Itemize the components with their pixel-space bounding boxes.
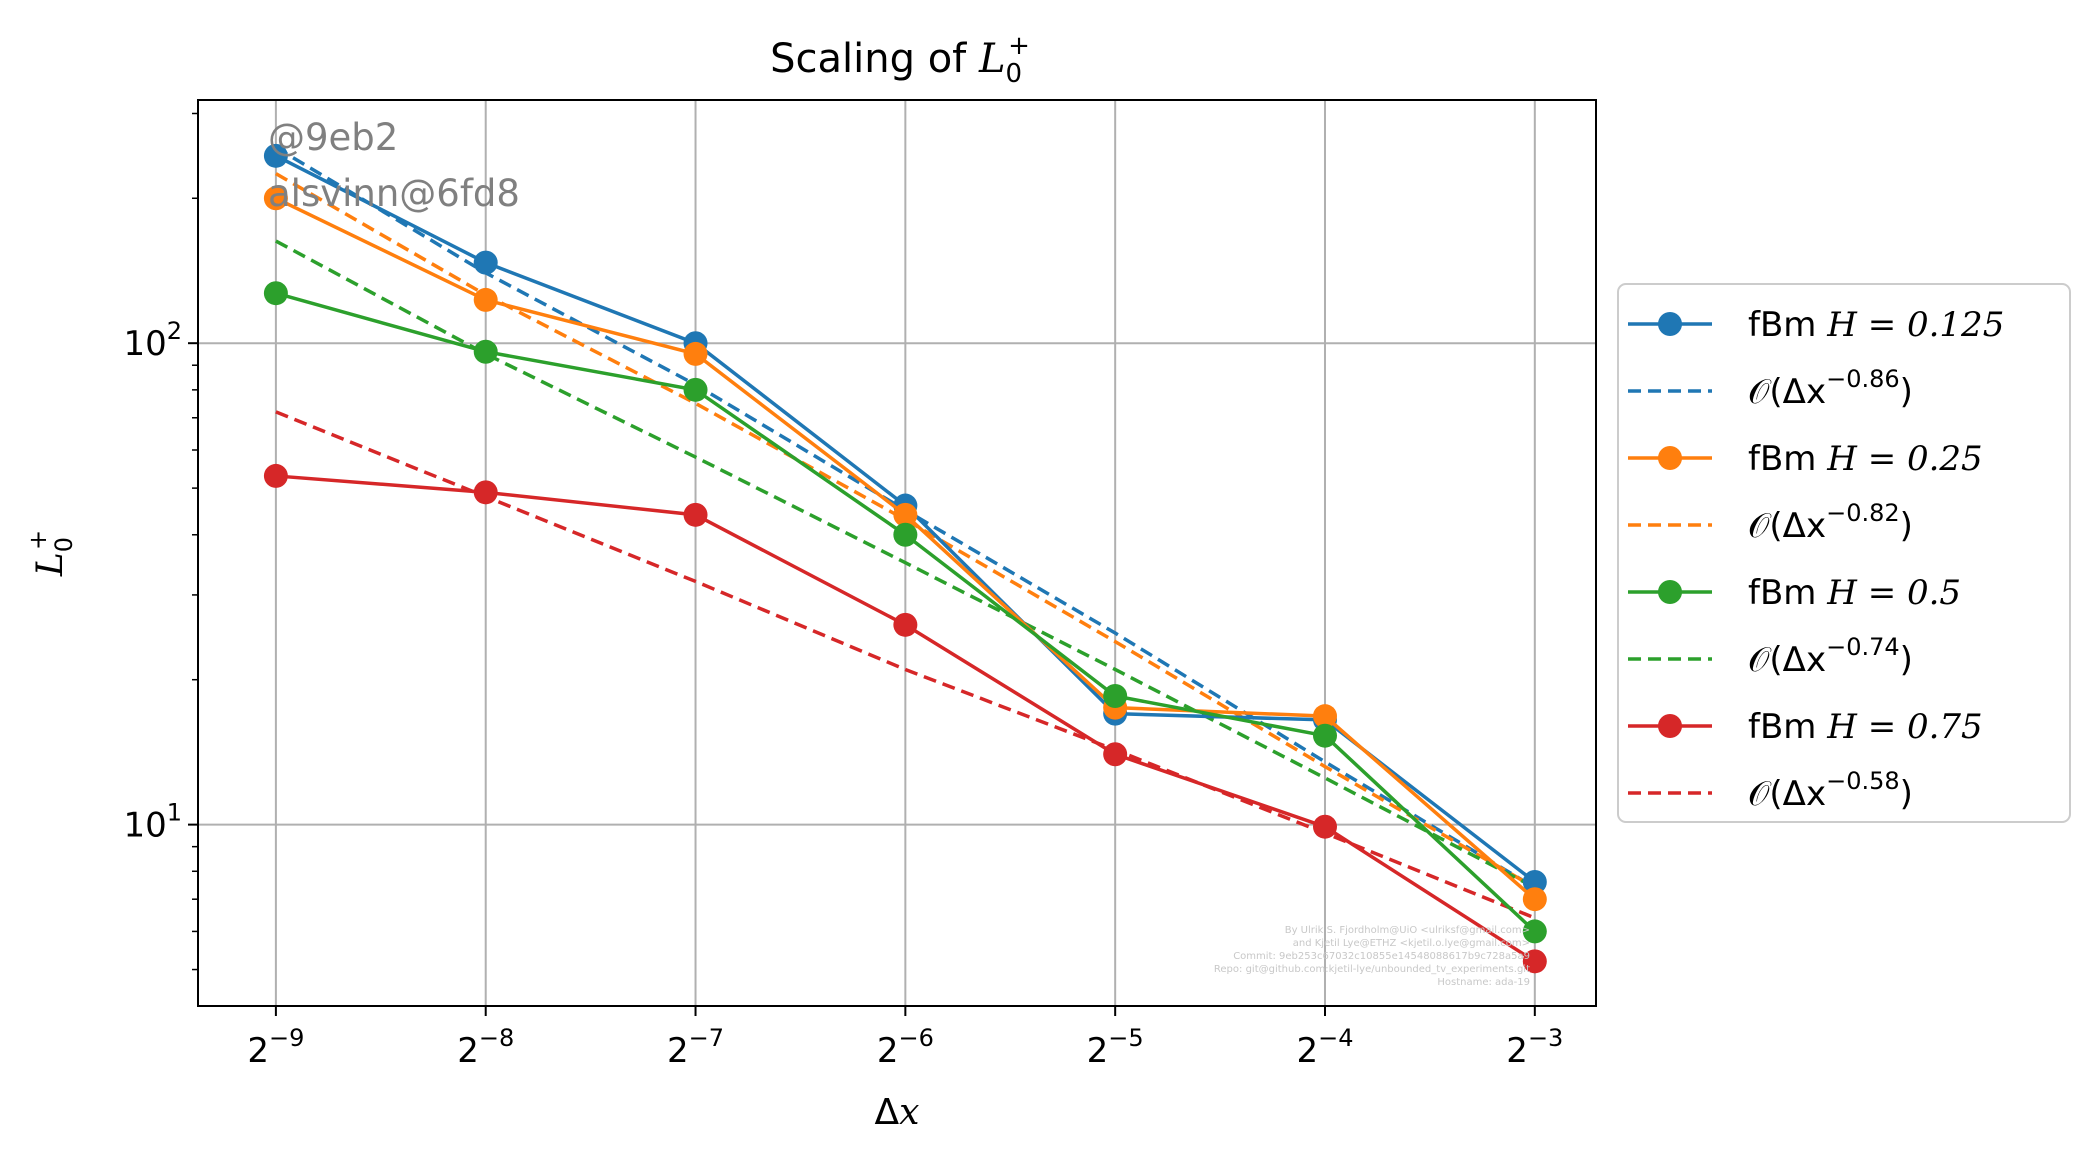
legend-entry: 𝒪(Δx−0.82): [1628, 499, 1913, 546]
legend-entry: 𝒪(Δx−0.86): [1628, 365, 1913, 412]
data-point: [683, 377, 708, 402]
data-point: [263, 463, 288, 488]
legend-entry: fBm H = 0.5: [1628, 573, 1961, 613]
legend-entry: 𝒪(Δx−0.58): [1628, 767, 1913, 814]
legend-fit-label: 𝒪(Δx−0.86): [1748, 365, 1913, 412]
data-point: [473, 480, 498, 505]
data-point: [683, 341, 708, 366]
data-point: [893, 612, 918, 637]
data-point: [1312, 814, 1337, 839]
watermarks: @9eb2 alsvinn@6fd8: [268, 116, 520, 215]
data-lines: [263, 143, 1547, 974]
y-tick-label: 101: [123, 799, 182, 846]
footer-line: Hostname: ada-19: [1437, 977, 1530, 988]
data-point: [1312, 723, 1337, 748]
data-point: [473, 339, 498, 364]
legend: fBm H = 0.125 𝒪(Δx−0.86) fBm H = 0.25 𝒪(Δx−…: [1617, 283, 2071, 823]
data-point: [1522, 949, 1547, 974]
data-point: [263, 186, 288, 211]
grid: [198, 100, 1596, 1006]
data-point: [893, 522, 918, 547]
y-axis-label: L0+: [24, 530, 78, 577]
legend-entry: fBm H = 0.125: [1628, 305, 2004, 345]
legend-fit-label: 𝒪(Δx−0.74): [1748, 633, 1913, 680]
x-tick-label: 2−4: [1296, 1024, 1353, 1071]
data-point: [1103, 742, 1128, 767]
legend-label: fBm H = 0.25: [1748, 439, 1983, 479]
legend-marker: [1658, 446, 1682, 470]
x-tick-label: 2−3: [1506, 1024, 1563, 1071]
x-axis-label: Δx: [875, 1092, 920, 1133]
data-point: [1312, 704, 1337, 729]
legend-label: fBm H = 0.125: [1748, 305, 2004, 345]
x-tick-label: 2−6: [877, 1024, 934, 1071]
data-point: [263, 143, 288, 168]
series: [263, 463, 1547, 974]
series: [263, 281, 1547, 944]
footer-line: Commit: 9eb253c67032c10855e14548088617b9…: [1233, 951, 1530, 962]
x-tick-label: 2−9: [247, 1024, 304, 1071]
x-tick-label: 2−7: [667, 1024, 724, 1071]
data-point: [473, 250, 498, 275]
axes-frame: [197, 99, 1597, 1007]
legend-entry: 𝒪(Δx−0.74): [1628, 633, 1913, 680]
chart-title: Scaling of L0+: [770, 31, 1030, 89]
legend-fit-label: 𝒪(Δx−0.58): [1748, 767, 1913, 814]
data-point: [1103, 683, 1128, 708]
data-point: [893, 502, 918, 527]
data-point: [1522, 870, 1547, 895]
y-tick-label: 102: [123, 317, 182, 364]
footer-line: and Kjetil Lye@ETHZ <kjetil.o.lye@gmail.…: [1293, 938, 1530, 949]
annotation-alsvinn: alsvinn@6fd8: [268, 172, 520, 215]
data-point: [1522, 919, 1547, 944]
annotation-commit: @9eb2: [268, 116, 398, 159]
footer-line: By Ulrik S. Fjordholm@UiO <ulriksf@gmail…: [1285, 925, 1530, 936]
legend-label: fBm H = 0.75: [1748, 707, 1983, 747]
data-point: [473, 287, 498, 312]
data-point: [263, 281, 288, 306]
data-point: [1522, 887, 1547, 912]
legend-marker: [1658, 312, 1682, 336]
legend-label: fBm H = 0.5: [1748, 573, 1961, 613]
legend-entry: fBm H = 0.25: [1628, 439, 1983, 479]
legend-marker: [1658, 580, 1682, 604]
legend-box: [1617, 283, 2071, 823]
legend-marker: [1658, 714, 1682, 738]
legend-entry: fBm H = 0.75: [1628, 707, 1983, 747]
footer-line: Repo: git@github.com:kjetil-lye/unbounde…: [1214, 964, 1530, 975]
series: [263, 186, 1547, 912]
legend-fit-label: 𝒪(Δx−0.82): [1748, 499, 1913, 546]
x-tick-label: 2−5: [1087, 1024, 1144, 1071]
ticks: 2−9 2−8 2−7 2−6 2−5 2−4 2−3 101 102: [123, 112, 1563, 1071]
x-tick-label: 2−8: [457, 1024, 514, 1071]
data-point: [683, 502, 708, 527]
footer-credits: By Ulrik S. Fjordholm@UiO <ulriksf@gmail…: [1214, 925, 1530, 988]
fit-line: [275, 239, 1536, 890]
